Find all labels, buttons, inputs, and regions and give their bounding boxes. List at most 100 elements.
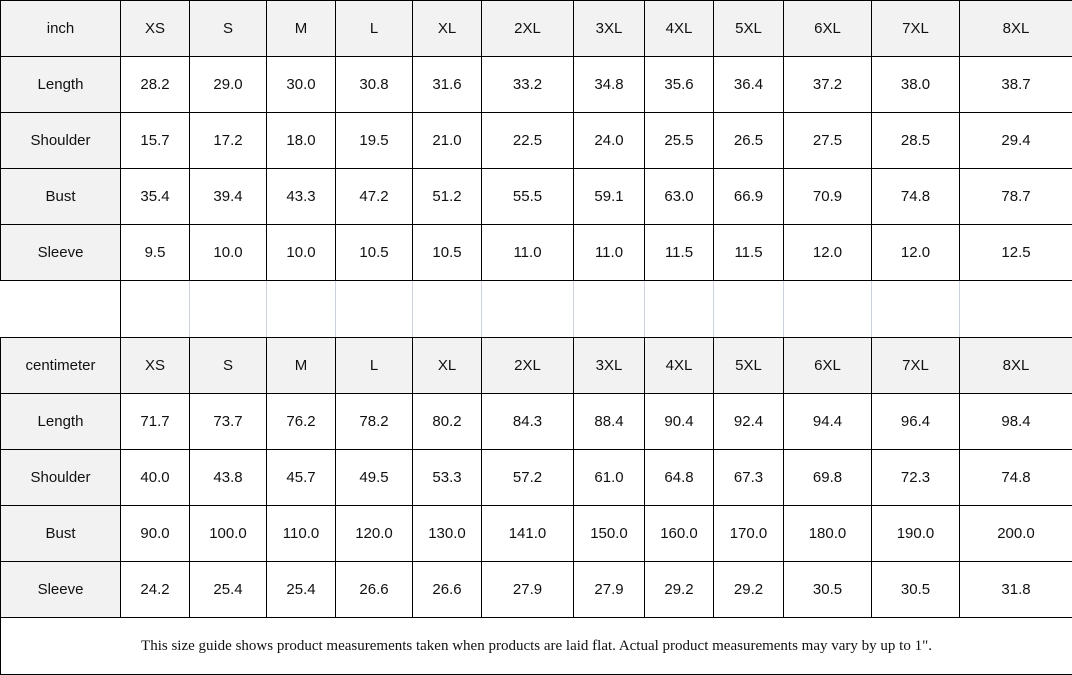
row-label: Bust bbox=[1, 506, 121, 562]
size-col-header: 4XL bbox=[645, 338, 714, 394]
measurement-cell: 24.0 bbox=[574, 113, 645, 169]
footer-row: This size guide shows product measuremen… bbox=[1, 618, 1072, 675]
measurement-cell: 24.2 bbox=[121, 562, 190, 618]
measurement-cell: 25.4 bbox=[267, 562, 336, 618]
size-col-header: 5XL bbox=[714, 1, 784, 57]
measurement-cell: 34.8 bbox=[574, 57, 645, 113]
measurement-cell: 30.0 bbox=[267, 57, 336, 113]
size-col-header: S bbox=[190, 1, 267, 57]
measurement-cell: 30.8 bbox=[336, 57, 413, 113]
table-row: Shoulder 15.7 17.2 18.0 19.5 21.0 22.5 2… bbox=[1, 113, 1072, 169]
measurement-cell: 11.5 bbox=[714, 225, 784, 281]
size-col-header: 6XL bbox=[784, 338, 872, 394]
measurement-cell: 78.7 bbox=[960, 169, 1072, 225]
measurement-cell: 19.5 bbox=[336, 113, 413, 169]
measurement-cell: 96.4 bbox=[872, 394, 960, 450]
measurement-cell: 92.4 bbox=[714, 394, 784, 450]
table-row: Shoulder 40.0 43.8 45.7 49.5 53.3 57.2 6… bbox=[1, 450, 1072, 506]
measurement-cell: 15.7 bbox=[121, 113, 190, 169]
measurement-cell: 26.6 bbox=[413, 562, 482, 618]
measurement-cell: 70.9 bbox=[784, 169, 872, 225]
measurement-cell: 49.5 bbox=[336, 450, 413, 506]
measurement-cell: 43.8 bbox=[190, 450, 267, 506]
table-row: Length 71.7 73.7 76.2 78.2 80.2 84.3 88.… bbox=[1, 394, 1072, 450]
table-row: Length 28.2 29.0 30.0 30.8 31.6 33.2 34.… bbox=[1, 57, 1072, 113]
measurement-cell: 130.0 bbox=[413, 506, 482, 562]
row-label: Length bbox=[1, 394, 121, 450]
measurement-cell: 55.5 bbox=[482, 169, 574, 225]
measurement-cell: 12.0 bbox=[784, 225, 872, 281]
measurement-cell: 84.3 bbox=[482, 394, 574, 450]
measurement-cell: 11.5 bbox=[645, 225, 714, 281]
measurement-cell: 31.6 bbox=[413, 57, 482, 113]
measurement-cell: 30.5 bbox=[784, 562, 872, 618]
measurement-cell: 141.0 bbox=[482, 506, 574, 562]
row-label: Sleeve bbox=[1, 562, 121, 618]
measurement-cell: 72.3 bbox=[872, 450, 960, 506]
measurement-cell: 27.9 bbox=[574, 562, 645, 618]
measurement-cell: 26.6 bbox=[336, 562, 413, 618]
measurement-cell: 53.3 bbox=[413, 450, 482, 506]
measurement-cell: 33.2 bbox=[482, 57, 574, 113]
measurement-cell: 29.4 bbox=[960, 113, 1072, 169]
measurement-cell: 71.7 bbox=[121, 394, 190, 450]
measurement-cell: 190.0 bbox=[872, 506, 960, 562]
measurement-cell: 57.2 bbox=[482, 450, 574, 506]
footer-note: This size guide shows product measuremen… bbox=[1, 618, 1072, 675]
table-row: Sleeve 9.5 10.0 10.0 10.5 10.5 11.0 11.0… bbox=[1, 225, 1072, 281]
measurement-cell: 36.4 bbox=[714, 57, 784, 113]
unit-header-inch: inch bbox=[1, 1, 121, 57]
size-col-header: 3XL bbox=[574, 1, 645, 57]
separator-cell bbox=[190, 281, 267, 338]
measurement-cell: 64.8 bbox=[645, 450, 714, 506]
size-col-header: 2XL bbox=[482, 1, 574, 57]
measurement-cell: 150.0 bbox=[574, 506, 645, 562]
measurement-cell: 10.0 bbox=[190, 225, 267, 281]
separator-cell bbox=[645, 281, 714, 338]
separator-cell bbox=[784, 281, 872, 338]
size-col-header: XS bbox=[121, 338, 190, 394]
size-col-header: L bbox=[336, 1, 413, 57]
measurement-cell: 12.5 bbox=[960, 225, 1072, 281]
size-col-header: S bbox=[190, 338, 267, 394]
measurement-cell: 47.2 bbox=[336, 169, 413, 225]
table-row: Bust 90.0 100.0 110.0 120.0 130.0 141.0 … bbox=[1, 506, 1072, 562]
measurement-cell: 160.0 bbox=[645, 506, 714, 562]
row-label: Length bbox=[1, 57, 121, 113]
measurement-cell: 29.2 bbox=[714, 562, 784, 618]
measurement-cell: 67.3 bbox=[714, 450, 784, 506]
measurement-cell: 45.7 bbox=[267, 450, 336, 506]
measurement-cell: 66.9 bbox=[714, 169, 784, 225]
measurement-cell: 200.0 bbox=[960, 506, 1072, 562]
measurement-cell: 43.3 bbox=[267, 169, 336, 225]
measurement-cell: 10.5 bbox=[413, 225, 482, 281]
measurement-cell: 31.8 bbox=[960, 562, 1072, 618]
measurement-cell: 180.0 bbox=[784, 506, 872, 562]
row-label: Shoulder bbox=[1, 450, 121, 506]
size-col-header: XL bbox=[413, 1, 482, 57]
row-label: Bust bbox=[1, 169, 121, 225]
measurement-cell: 170.0 bbox=[714, 506, 784, 562]
centimeter-header-row: centimeter XS S M L XL 2XL 3XL 4XL 5XL 6… bbox=[1, 338, 1072, 394]
measurement-cell: 98.4 bbox=[960, 394, 1072, 450]
measurement-cell: 90.0 bbox=[121, 506, 190, 562]
measurement-cell: 29.2 bbox=[645, 562, 714, 618]
table-row: Sleeve 24.2 25.4 25.4 26.6 26.6 27.9 27.… bbox=[1, 562, 1072, 618]
measurement-cell: 30.5 bbox=[872, 562, 960, 618]
measurement-cell: 76.2 bbox=[267, 394, 336, 450]
size-col-header: 3XL bbox=[574, 338, 645, 394]
measurement-cell: 10.0 bbox=[267, 225, 336, 281]
size-col-header: 5XL bbox=[714, 338, 784, 394]
measurement-cell: 69.8 bbox=[784, 450, 872, 506]
measurement-cell: 94.4 bbox=[784, 394, 872, 450]
separator-cell bbox=[267, 281, 336, 338]
separator-cell bbox=[960, 281, 1072, 338]
table-row: Bust 35.4 39.4 43.3 47.2 51.2 55.5 59.1 … bbox=[1, 169, 1072, 225]
size-col-header: XS bbox=[121, 1, 190, 57]
measurement-cell: 51.2 bbox=[413, 169, 482, 225]
size-col-header: 4XL bbox=[645, 1, 714, 57]
separator-cell bbox=[872, 281, 960, 338]
measurement-cell: 10.5 bbox=[336, 225, 413, 281]
size-col-header: 6XL bbox=[784, 1, 872, 57]
